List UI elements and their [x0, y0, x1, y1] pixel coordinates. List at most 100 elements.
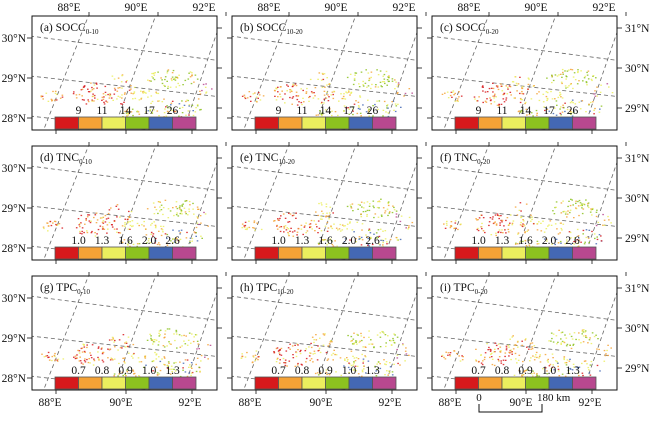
sample-point	[96, 219, 99, 221]
sample-point	[500, 83, 502, 85]
sample-point	[504, 359, 507, 361]
sample-point	[521, 344, 523, 346]
panel-letter: (f) TNC	[440, 152, 477, 164]
sample-point	[335, 354, 338, 356]
sample-point	[570, 113, 572, 115]
sample-point	[497, 214, 499, 216]
sample-point	[93, 216, 95, 219]
sample-point	[551, 81, 553, 84]
sample-point	[329, 108, 331, 110]
sample-point	[500, 85, 503, 87]
sample-point	[360, 201, 363, 203]
sample-point	[493, 351, 495, 353]
sample-point	[143, 366, 145, 368]
sample-point	[167, 107, 169, 109]
sample-point	[123, 239, 126, 241]
sample-point	[155, 225, 157, 227]
sample-point	[130, 355, 133, 357]
sample-point	[578, 237, 580, 239]
sample-point	[151, 72, 153, 75]
sample-point	[581, 362, 583, 365]
sample-point	[382, 240, 385, 242]
sample-point	[185, 213, 187, 215]
sample-point	[105, 218, 108, 220]
sample-point	[388, 370, 390, 372]
sample-point	[484, 356, 486, 358]
sample-point	[366, 86, 368, 88]
sample-point	[364, 82, 367, 84]
sample-point	[327, 94, 329, 96]
sample-point	[528, 244, 531, 246]
sample-point	[338, 100, 340, 102]
sample-point	[587, 205, 589, 207]
sample-point	[326, 230, 329, 232]
panel-letter: (i) TPC	[440, 282, 475, 294]
sample-point	[331, 243, 334, 246]
sample-point	[508, 351, 510, 354]
sample-point	[358, 236, 361, 238]
sample-point	[386, 104, 389, 106]
sample-point	[77, 349, 79, 352]
sample-point	[280, 354, 283, 356]
sample-point	[493, 364, 496, 367]
sample-point	[42, 226, 45, 228]
sample-point	[556, 343, 558, 345]
sample-point	[560, 338, 562, 340]
sample-point	[571, 69, 574, 71]
sample-point	[385, 342, 387, 344]
sample-point	[571, 338, 574, 340]
sample-point	[159, 206, 161, 208]
sample-point	[93, 358, 95, 360]
sample-point	[51, 359, 53, 362]
sample-point	[553, 107, 556, 109]
sample-point	[323, 94, 326, 96]
sample-point	[157, 92, 160, 95]
sample-point	[522, 219, 524, 221]
sample-point	[490, 356, 493, 358]
sample-point	[252, 227, 254, 229]
sample-point	[339, 357, 342, 359]
sample-point	[315, 114, 318, 116]
sample-point	[279, 96, 282, 98]
sample-point	[576, 367, 579, 369]
sample-point	[186, 359, 189, 361]
sample-point	[379, 70, 382, 72]
sample-point	[542, 93, 545, 95]
sample-point	[525, 338, 527, 340]
sample-point	[128, 216, 131, 218]
sample-point	[151, 111, 153, 113]
sample-point	[87, 361, 90, 364]
sample-point	[110, 357, 112, 359]
sample-point	[177, 82, 179, 85]
sample-point	[155, 354, 158, 356]
sample-point	[170, 104, 172, 106]
panel-label: (i) TPC0-20	[440, 282, 488, 296]
sample-point	[380, 239, 382, 241]
sample-point	[503, 225, 505, 227]
sample-point	[445, 222, 448, 225]
sample-point	[191, 333, 193, 335]
legend-break-label: 11	[96, 105, 107, 117]
sample-point	[533, 372, 535, 374]
sample-point	[92, 93, 94, 95]
sample-point	[496, 213, 499, 215]
legend-break-label: 17	[543, 105, 555, 117]
sample-point	[140, 97, 143, 99]
sample-point	[124, 110, 126, 113]
sample-point	[457, 228, 459, 231]
sample-point	[189, 240, 191, 243]
sample-point	[477, 361, 480, 363]
sample-point	[380, 198, 382, 200]
sample-point	[241, 353, 243, 355]
legend-swatch	[525, 116, 550, 130]
legend-swatch	[454, 116, 479, 130]
sample-point	[158, 242, 160, 244]
sample-point	[364, 356, 367, 358]
sample-point	[309, 223, 312, 225]
sample-point	[507, 86, 509, 89]
sample-point	[578, 374, 580, 377]
legend-swatch	[148, 376, 173, 390]
sample-point	[76, 354, 78, 356]
sample-point	[520, 109, 523, 112]
sample-point	[368, 111, 370, 113]
